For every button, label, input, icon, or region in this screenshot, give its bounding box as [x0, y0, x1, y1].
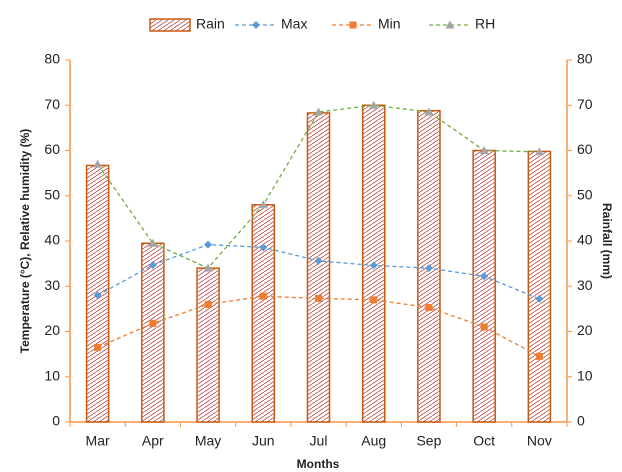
point — [93, 159, 103, 168]
bar — [472, 149, 496, 423]
y-tick-label: 40 — [44, 232, 60, 248]
bar — [251, 204, 276, 423]
y-tick-label: 20 — [44, 322, 60, 338]
y-tick-label: 10 — [44, 367, 60, 383]
x-tick-label: Nov — [527, 433, 552, 449]
x-tick-label: Mar — [86, 433, 110, 449]
point — [204, 300, 212, 308]
x-tick-label: Aug — [361, 433, 386, 449]
x-axis-title: Months — [297, 457, 340, 471]
point — [148, 260, 157, 269]
y-axis-title: Temperature (°C), Relative humidity (%) — [18, 129, 32, 354]
point — [314, 107, 323, 116]
point — [480, 272, 489, 281]
y-tick-label: 80 — [44, 51, 60, 67]
x-tick-label: Sep — [416, 433, 441, 449]
x-tick-label: Oct — [473, 433, 495, 449]
legend-marker — [445, 20, 455, 29]
legend-marker — [349, 21, 357, 29]
legend-swatch — [149, 18, 191, 32]
y2-tick-label: 40 — [577, 232, 593, 248]
point — [424, 107, 434, 116]
legend-label: Rain — [196, 16, 225, 32]
point — [149, 319, 157, 327]
point — [479, 146, 489, 154]
point — [258, 200, 268, 209]
series-line — [97, 295, 540, 357]
point — [369, 100, 379, 109]
x-tick-label: Apr — [142, 433, 164, 449]
point — [315, 294, 322, 302]
point — [535, 294, 544, 303]
point — [424, 264, 433, 273]
legend-label: RH — [475, 16, 495, 32]
series-line — [97, 104, 540, 269]
point — [535, 352, 543, 360]
point — [93, 291, 102, 300]
y-tick-label: 60 — [44, 141, 60, 157]
y2-tick-label: 50 — [577, 186, 593, 202]
point — [425, 304, 433, 312]
x-tick-label: May — [195, 433, 221, 449]
point — [259, 243, 268, 252]
point — [204, 240, 213, 249]
point — [370, 296, 378, 304]
y2-tick-label: 20 — [577, 322, 593, 338]
y-tick-label: 70 — [44, 96, 60, 112]
x-tick-label: Jul — [310, 433, 328, 449]
bar — [527, 150, 552, 423]
y2-tick-label: 70 — [577, 96, 593, 112]
point — [534, 147, 544, 156]
y2-tick-label: 10 — [577, 367, 593, 383]
x-tick-label: Jun — [252, 433, 275, 449]
y2-tick-label: 0 — [577, 413, 585, 429]
bar — [196, 267, 220, 423]
bar — [306, 112, 331, 423]
point — [94, 343, 102, 351]
point — [480, 323, 488, 331]
y2-tick-label: 60 — [577, 141, 593, 157]
point — [369, 261, 378, 270]
y2-tick-label: 80 — [577, 51, 593, 67]
legend-label: Min — [378, 16, 401, 32]
y-tick-label: 50 — [44, 186, 60, 202]
y2-axis-title: Rainfall (mm) — [600, 203, 614, 279]
point — [203, 263, 213, 272]
point — [259, 292, 267, 300]
y-tick-label: 30 — [44, 277, 60, 293]
y2-tick-label: 30 — [577, 277, 593, 293]
point — [148, 238, 158, 247]
bar — [141, 242, 165, 423]
y-tick-label: 0 — [52, 413, 60, 429]
legend-marker — [252, 21, 260, 29]
point — [314, 256, 323, 265]
legend-label: Max — [281, 16, 307, 32]
